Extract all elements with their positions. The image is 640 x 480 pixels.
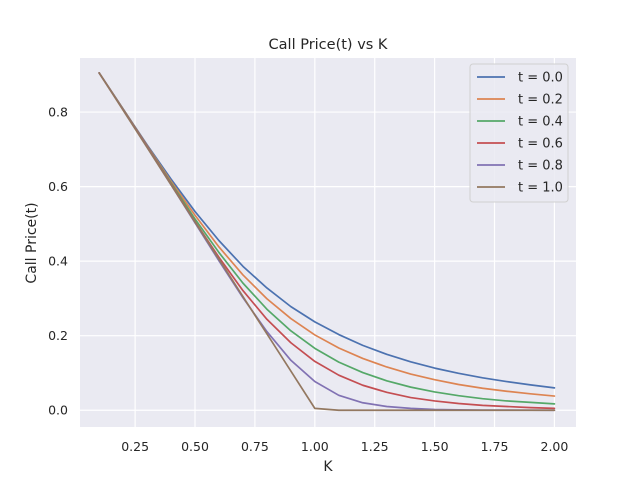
x-tick-label: 1.00 (301, 439, 329, 454)
series-line-0 (98, 72, 556, 389)
series-lines (98, 72, 556, 412)
y-tick-label: 0.6 (48, 179, 68, 194)
x-tick-label: 1.25 (361, 439, 389, 454)
x-tick-label: 1.50 (421, 439, 449, 454)
legend-label: t = 0.8 (518, 159, 563, 174)
legend-label: t = 0.0 (518, 71, 563, 86)
x-tick-label: 0.50 (181, 439, 209, 454)
legend-label: t = 0.2 (518, 93, 563, 108)
x-axis-label: K (323, 459, 333, 475)
y-tick-label: 0.2 (48, 328, 68, 343)
x-tick-label: 1.75 (481, 439, 509, 454)
legend-label: t = 0.4 (518, 115, 563, 130)
x-tick-label: 2.00 (541, 439, 569, 454)
series-line-5 (98, 72, 556, 412)
x-tick-label: 0.25 (121, 439, 149, 454)
tick-labels: 0.25 0.50 0.75 1.00 1.25 1.50 1.75 2.00 0.0 0.2 0.… (48, 105, 568, 454)
y-axis-label: Call Price(t) (24, 202, 40, 283)
legend: t = 0.0 t = 0.2 t = 0.4 t = 0.6 t = 0.8 t = 1… (469, 63, 569, 203)
y-tick-label: 0.4 (48, 254, 68, 269)
chart-title: Call Price(t) vs K (269, 37, 388, 53)
series-line-1 (98, 72, 556, 397)
y-tick-label: 0.8 (48, 105, 68, 120)
legend-label: t = 1.0 (518, 181, 563, 196)
y-tick-label: 0.0 (48, 403, 68, 418)
legend-label: t = 0.6 (518, 137, 563, 152)
x-tick-label: 0.75 (241, 439, 269, 454)
